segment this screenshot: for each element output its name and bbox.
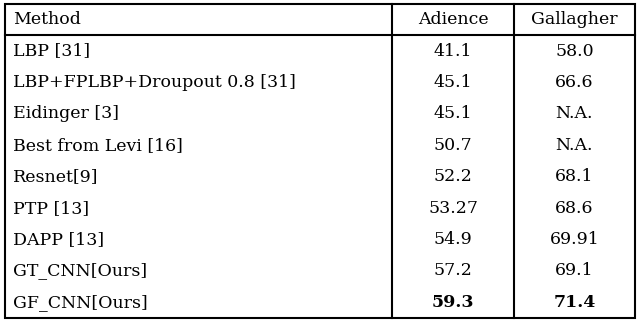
Text: DAPP [13]: DAPP [13] [13,231,104,248]
Text: N.A.: N.A. [556,137,593,154]
Text: 41.1: 41.1 [434,43,472,60]
Text: Method: Method [13,11,81,28]
Text: Adience: Adience [418,11,488,28]
Text: PTP [13]: PTP [13] [13,200,89,217]
Text: 66.6: 66.6 [555,74,594,91]
Text: 68.6: 68.6 [555,200,594,217]
Text: 54.9: 54.9 [434,231,472,248]
Text: LBP [31]: LBP [31] [13,43,90,60]
Text: Gallagher: Gallagher [531,11,618,28]
Text: 59.3: 59.3 [432,294,474,311]
Text: 52.2: 52.2 [434,168,472,185]
Text: LBP+FPLBP+Droupout 0.8 [31]: LBP+FPLBP+Droupout 0.8 [31] [13,74,296,91]
Text: Resnet[9]: Resnet[9] [13,168,98,185]
Text: 45.1: 45.1 [434,105,472,122]
Text: 68.1: 68.1 [555,168,594,185]
Text: GT_CNN[Ours]: GT_CNN[Ours] [13,262,147,279]
Text: 69.91: 69.91 [550,231,599,248]
Text: Eidinger [3]: Eidinger [3] [13,105,118,122]
Text: 58.0: 58.0 [555,43,594,60]
Text: 57.2: 57.2 [434,262,472,279]
Text: Best from Levi [16]: Best from Levi [16] [13,137,182,154]
Text: 50.7: 50.7 [434,137,472,154]
Text: 71.4: 71.4 [553,294,596,311]
Text: 45.1: 45.1 [434,74,472,91]
Text: GF_CNN[Ours]: GF_CNN[Ours] [13,294,147,311]
Text: 69.1: 69.1 [555,262,594,279]
Text: 53.27: 53.27 [428,200,478,217]
Text: N.A.: N.A. [556,105,593,122]
